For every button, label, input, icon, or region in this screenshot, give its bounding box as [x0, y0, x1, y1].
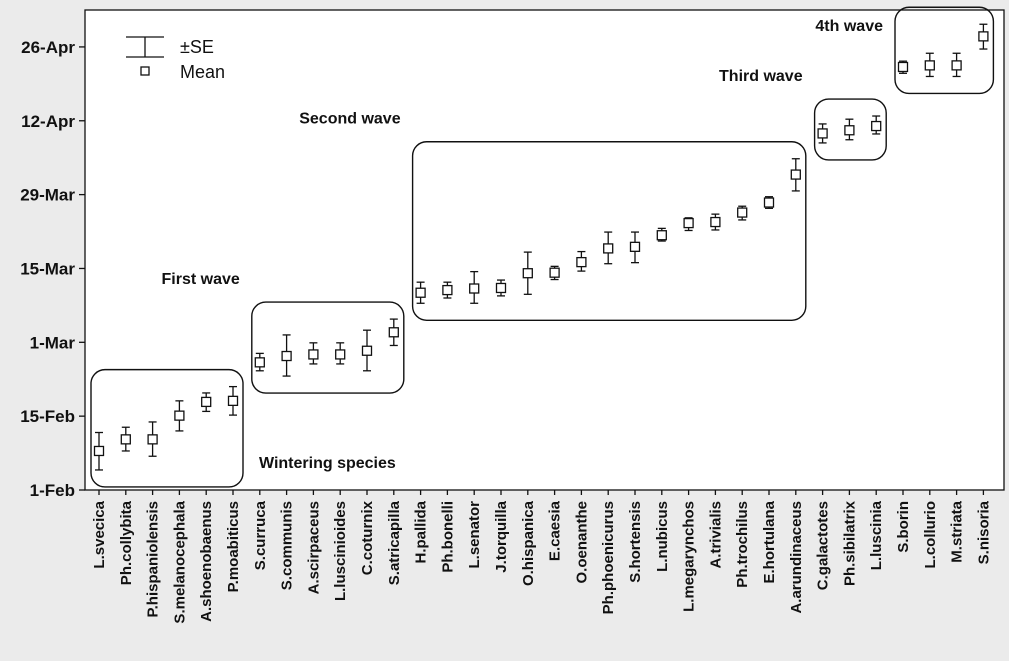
- y-tick-label: 1-Feb: [30, 481, 75, 500]
- mean-marker: [737, 207, 748, 218]
- mean-marker: [951, 60, 962, 71]
- group-box: [411, 141, 807, 321]
- x-category-label: L.senator: [466, 501, 483, 569]
- mean-marker: [227, 395, 239, 407]
- legend-mean-label: Mean: [180, 62, 225, 82]
- x-category-label: L.megarynchos: [681, 501, 698, 612]
- group-box: [813, 98, 887, 161]
- x-category-label: S.borin: [895, 501, 912, 553]
- group-boxes: Wintering species First wave Second wave Th…: [90, 6, 995, 488]
- mean-marker: [710, 216, 721, 228]
- group-label: 4th wave: [815, 18, 883, 35]
- mean-marker: [308, 349, 319, 360]
- mean-marker: [388, 327, 399, 338]
- mean-marker: [656, 230, 667, 241]
- group-box: [894, 6, 995, 95]
- x-category-label: Ph.sibilatrix: [841, 500, 858, 586]
- y-tick-label: 15-Mar: [20, 259, 75, 278]
- mean-marker: [93, 445, 105, 457]
- y-tick-label: 26-Apr: [21, 38, 75, 57]
- x-category-label: C.coturnix: [359, 500, 376, 575]
- x-category-label: P.hispaniolensis: [145, 501, 162, 617]
- x-category-label: E.caesia: [547, 500, 564, 561]
- y-tick-label: 15-Feb: [20, 407, 75, 426]
- mean-marker: [522, 268, 533, 279]
- x-axis: L.svecica Ph.collybita P.hispaniolensis S.m…: [91, 490, 992, 624]
- group-box: [90, 368, 244, 488]
- x-category-label: J.torquilla: [493, 500, 510, 572]
- mean-marker: [281, 350, 292, 362]
- x-category-label: S.curruca: [252, 500, 269, 570]
- mean-marker: [147, 434, 158, 445]
- group-label: Wintering species: [259, 455, 396, 472]
- x-category-label: O.hispanica: [520, 500, 537, 586]
- mean-marker: [549, 267, 560, 278]
- mean-marker: [576, 256, 587, 268]
- mean-marker: [201, 396, 212, 408]
- mean-marker: [361, 345, 373, 356]
- mean-marker: [924, 60, 935, 71]
- y-tick-label: 12-Apr: [21, 112, 75, 131]
- mean-marker: [120, 434, 131, 445]
- mean-marker: [174, 410, 185, 421]
- x-category-label: C.galactotes: [815, 501, 832, 590]
- x-category-label: A.scirpaceus: [305, 501, 322, 594]
- mean-marker: [683, 217, 694, 229]
- mean-marker: [817, 128, 828, 139]
- mean-marker: [415, 287, 426, 298]
- y-tick-label: 29-Mar: [20, 186, 75, 205]
- x-category-label: A.trivialis: [707, 501, 724, 569]
- group-box: [251, 301, 405, 394]
- mean-marker: [790, 169, 801, 180]
- mean-marker: [978, 31, 989, 42]
- mean-marker: [844, 125, 855, 136]
- x-category-label: S.nisoria: [975, 500, 992, 564]
- x-category-label: S.hortensis: [627, 501, 644, 583]
- x-category-label: A.arundinaceus: [788, 501, 805, 614]
- legend-se-label: ±SE: [180, 37, 214, 57]
- mean-marker: [495, 282, 507, 294]
- legend-box: [114, 30, 236, 86]
- x-category-label: Ph.phoenicurus: [600, 501, 617, 614]
- mean-marker: [469, 283, 480, 294]
- x-category-label: L.svecica: [91, 500, 108, 568]
- x-category-label: S.melanocephala: [171, 500, 188, 623]
- group-label: First wave: [162, 271, 240, 288]
- data-marks: [93, 23, 989, 471]
- mean-marker: [897, 61, 909, 73]
- x-category-label: Ph.collybita: [118, 500, 135, 585]
- x-category-label: M.striata: [949, 500, 966, 562]
- x-category-label: Ph.bonelli: [439, 501, 456, 573]
- x-category-label: L.luscinia: [868, 500, 885, 570]
- x-category-label: L.nubicus: [654, 501, 671, 572]
- y-tick-label: 1-Mar: [30, 333, 76, 352]
- mean-marker: [871, 120, 882, 132]
- x-category-label: Ph.trochilus: [734, 501, 751, 588]
- legend-se-symbol: [126, 36, 164, 58]
- mean-marker: [603, 243, 614, 254]
- x-category-label: A.shoenobaenus: [198, 501, 215, 622]
- y-axis: 1-Feb 15-Feb 1-Mar 15-Mar 29-Mar 12-Apr 26-Apr: [20, 38, 85, 500]
- legend: ±SE Mean: [114, 30, 236, 86]
- x-category-label: P.moabiticus: [225, 501, 242, 592]
- x-category-label: O.oenanthe: [573, 501, 590, 584]
- plot-area: [84, 9, 1005, 491]
- x-category-label: H.pallida: [413, 500, 430, 563]
- x-category-label: S.communis: [279, 501, 296, 590]
- mean-marker: [335, 349, 346, 360]
- group-label: Second wave: [299, 111, 400, 128]
- x-category-label: L.luscinioides: [332, 501, 349, 601]
- x-category-label: E.hortulana: [761, 500, 778, 583]
- x-category-label: L.collurio: [922, 501, 939, 569]
- legend-mean-symbol: [140, 66, 150, 76]
- mean-marker: [254, 357, 265, 368]
- mean-marker: [763, 197, 775, 208]
- mean-marker: [629, 241, 641, 252]
- x-category-label: S.atricapilla: [386, 500, 403, 585]
- group-label: Third wave: [719, 68, 803, 85]
- mean-marker: [442, 284, 453, 296]
